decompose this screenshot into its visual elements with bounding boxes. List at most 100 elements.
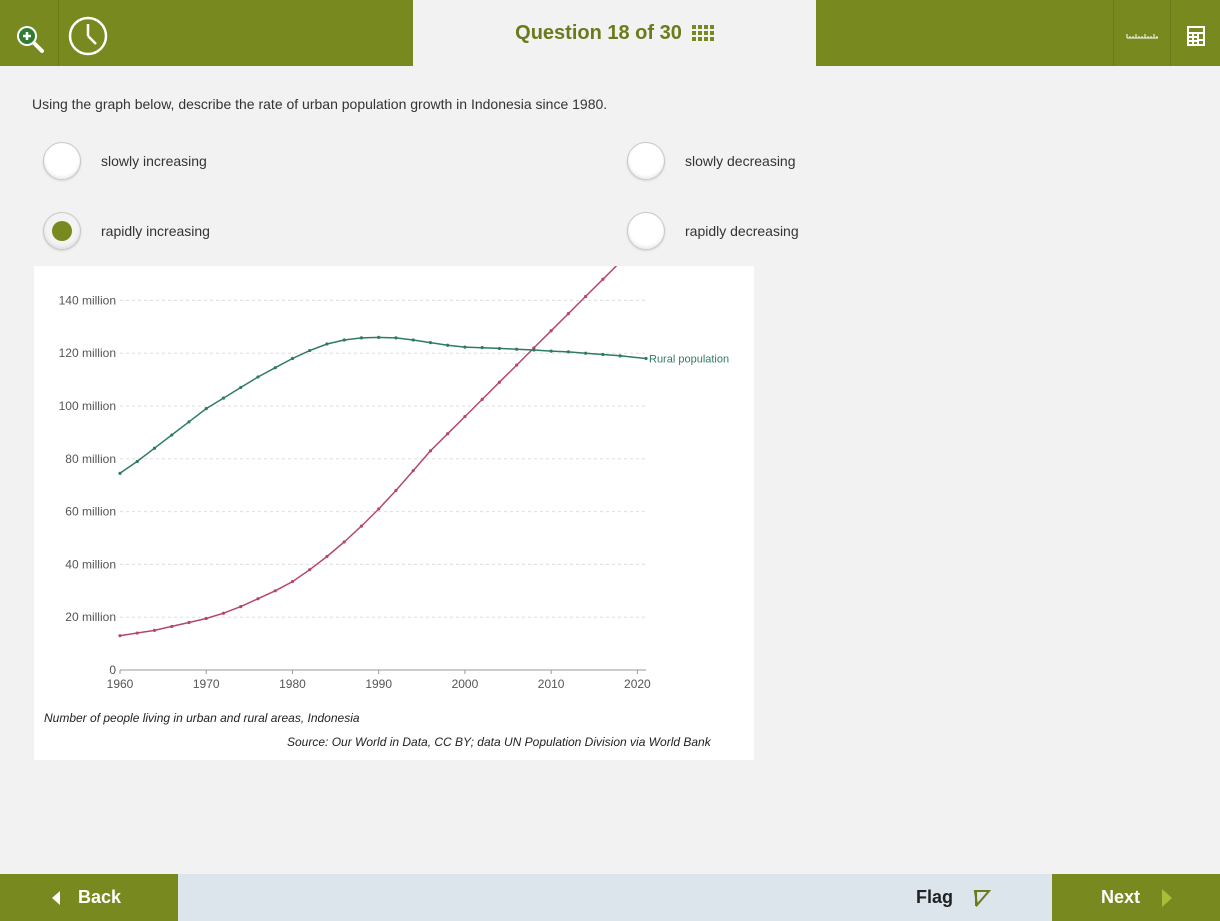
x-tick-label: 2020 — [624, 677, 651, 691]
data-point-urban-population — [446, 432, 450, 436]
radio-button-selected[interactable] — [43, 212, 81, 250]
data-point-urban-population — [118, 634, 122, 638]
arrow-left-icon — [52, 890, 60, 905]
data-point-rural-population — [394, 336, 398, 340]
option-label: slowly increasing — [101, 153, 207, 169]
data-point-rural-population — [463, 345, 467, 349]
data-point-rural-population — [325, 342, 329, 346]
radio-button[interactable] — [627, 212, 665, 250]
data-point-rural-population — [566, 350, 570, 354]
ruler-icon — [1126, 34, 1158, 39]
question-indicator[interactable]: Question 18 of 30 — [413, 0, 816, 66]
data-point-rural-population — [152, 446, 157, 450]
data-point-rural-population — [584, 351, 588, 355]
y-tick-label: 100 million — [59, 399, 116, 413]
zoom-button[interactable] — [0, 0, 59, 66]
data-point-urban-population — [152, 628, 157, 632]
calculator-button[interactable] — [1170, 0, 1220, 66]
data-point-urban-population — [290, 579, 295, 584]
chart-source: Source: Our World in Data, CC BY; data U… — [287, 735, 711, 749]
data-point-rural-population — [497, 346, 502, 351]
data-point-urban-population — [135, 631, 139, 635]
series-line-urban-population — [119, 266, 618, 637]
data-point-urban-population — [377, 507, 381, 511]
data-point-urban-population — [584, 294, 588, 299]
radio-button[interactable] — [627, 142, 665, 180]
data-point-rural-population — [411, 338, 415, 342]
data-point-rural-population — [515, 347, 519, 351]
data-point-rural-population — [532, 348, 536, 352]
bottom-navigation: Back Flag Next — [0, 874, 1220, 921]
data-point-urban-population — [359, 524, 364, 528]
population-chart: 0 20 million 40 million 60 million 80 millio… — [34, 266, 754, 760]
option-label: slowly decreasing — [685, 153, 796, 169]
option-rapidly-decreasing[interactable]: rapidly decreasing — [627, 211, 799, 251]
timer-button[interactable] — [58, 0, 120, 66]
option-slowly-decreasing[interactable]: slowly decreasing — [627, 141, 796, 181]
question-counter: Question 18 of 30 — [515, 21, 682, 44]
question-grid-icon[interactable] — [691, 25, 714, 41]
data-point-rural-population — [187, 420, 191, 424]
data-point-rural-population — [256, 375, 260, 379]
radio-button[interactable] — [43, 142, 81, 180]
data-point-rural-population — [290, 356, 295, 361]
series-label-rural-population: Rural population — [649, 353, 729, 365]
data-point-urban-population — [308, 568, 312, 572]
y-tick-label: 20 million — [65, 610, 116, 624]
x-tick-label: 1980 — [279, 677, 306, 691]
data-point-urban-population — [342, 540, 346, 544]
data-point-urban-population — [515, 363, 519, 367]
data-point-urban-population — [221, 611, 226, 615]
y-tick-label: 40 million — [65, 557, 116, 571]
data-point-rural-population — [480, 346, 484, 350]
data-point-urban-population — [428, 449, 433, 453]
option-label: rapidly increasing — [101, 223, 210, 239]
next-label: Next — [1101, 887, 1141, 907]
data-point-rural-population — [308, 348, 312, 353]
option-slowly-increasing[interactable]: slowly increasing — [43, 141, 207, 181]
option-rapidly-increasing[interactable]: rapidly increasing — [43, 211, 210, 251]
y-tick-label: 0 — [109, 663, 116, 677]
flag-icon — [973, 889, 992, 907]
ruler-button[interactable] — [1113, 0, 1170, 66]
data-point-urban-population — [325, 554, 329, 559]
data-point-urban-population — [394, 488, 398, 493]
data-point-rural-population — [135, 459, 139, 464]
flag-button[interactable]: Flag — [916, 874, 992, 921]
data-point-urban-population — [256, 597, 260, 601]
arrow-right-icon — [1162, 888, 1173, 907]
chart-title: Number of people living in urban and rur… — [44, 711, 360, 725]
data-point-rural-population — [618, 354, 622, 358]
x-tick-label: 1960 — [107, 677, 134, 691]
next-button[interactable]: Next — [1052, 874, 1220, 921]
y-tick-label: 120 million — [59, 346, 116, 360]
data-point-urban-population — [239, 605, 243, 609]
data-point-rural-population — [273, 366, 277, 370]
data-point-urban-population — [480, 397, 484, 401]
x-tick-label: 1990 — [365, 677, 392, 691]
flag-label: Flag — [916, 887, 954, 907]
series-line-rural-population — [119, 336, 647, 474]
back-button[interactable]: Back — [0, 874, 178, 921]
x-tick-label: 2000 — [452, 677, 479, 691]
data-point-urban-population — [601, 277, 605, 281]
data-point-rural-population — [221, 396, 226, 400]
data-point-rural-population — [170, 433, 174, 437]
x-tick-label: 2010 — [538, 677, 565, 691]
question-prompt: Using the graph below, describe the rate… — [32, 96, 608, 112]
x-tick-label: 1970 — [193, 677, 220, 691]
data-point-urban-population — [497, 380, 502, 384]
data-point-rural-population — [377, 335, 381, 339]
data-point-urban-population — [187, 620, 191, 625]
data-point-urban-population — [170, 624, 174, 629]
data-point-rural-population — [342, 338, 346, 342]
data-point-urban-population — [549, 329, 553, 333]
data-point-rural-population — [601, 352, 605, 357]
calculator-icon — [1187, 26, 1205, 46]
radio-selected-dot — [52, 221, 72, 241]
back-label: Back — [78, 887, 122, 907]
chart-plot: 0 20 million 40 million 60 million 80 millio… — [59, 266, 729, 691]
clock-icon — [68, 16, 108, 56]
option-label: rapidly decreasing — [685, 223, 799, 239]
data-point-rural-population — [644, 356, 648, 361]
